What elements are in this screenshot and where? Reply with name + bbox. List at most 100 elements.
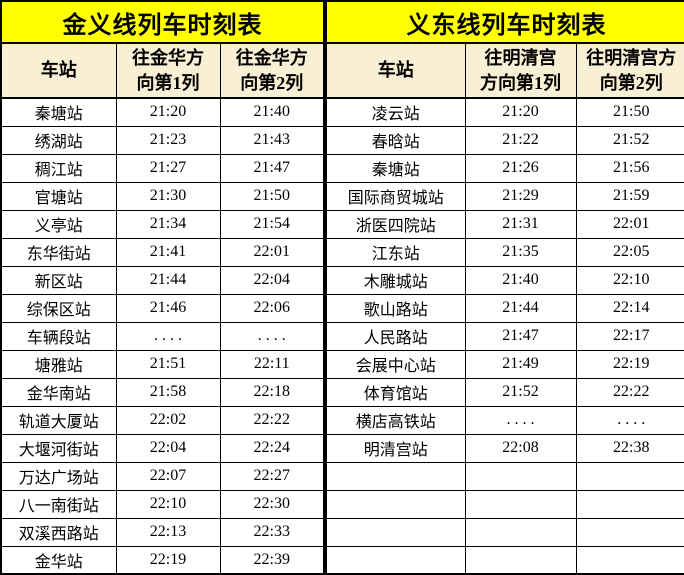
table-row [325, 545, 684, 575]
table-row: 金华站 22:19 22:39 [0, 545, 325, 575]
table-row: 木雕城站 21:40 22:10 [325, 265, 684, 295]
time-cell: 22:19 [115, 545, 221, 575]
yidong-table-body: 凌云站 21:20 21:50 春晗站 21:22 21:52 秦塘站 21:26 21:56 国… [325, 97, 684, 575]
station-cell: 秦塘站 [0, 97, 117, 127]
station-cell: 双溪西路站 [0, 517, 117, 547]
time-cell: 22:07 [115, 461, 221, 491]
table-row: 秦塘站 21:26 21:56 [325, 153, 684, 183]
time-cell: 22:10 [115, 489, 221, 519]
station-cell: 木雕城站 [325, 265, 466, 295]
time-cell: 21:49 [464, 349, 577, 379]
table-row: 横店高铁站. . . .. . . . [325, 405, 684, 435]
station-cell: 歌山路站 [325, 293, 466, 323]
station-cell: 轨道大厦站 [0, 405, 117, 435]
table-row: 综保区站 21:46 22:06 [0, 293, 325, 323]
station-cell: 国际商贸城站 [325, 181, 466, 211]
time-cell: 21:59 [575, 181, 684, 211]
yidong-title-row: 义东线列车时刻表 [325, 0, 684, 44]
column-header-train1: 往明清宫 方向第1列 [464, 42, 577, 99]
station-cell: 塘雅站 [0, 349, 117, 379]
column-header-station: 车站 [325, 42, 466, 99]
station-cell: 新区站 [0, 265, 117, 295]
time-cell [575, 545, 684, 575]
station-cell: 官塘站 [0, 181, 117, 211]
time-cell: 22:17 [575, 321, 684, 351]
table-row: 秦塘站 21:20 21:40 [0, 97, 325, 127]
table-row: 大堰河街站 22:04 22:24 [0, 433, 325, 463]
time-cell: . . . . [219, 321, 325, 351]
table-row: 体育馆站 21:52 22:22 [325, 377, 684, 407]
table-row: 会展中心站 21:49 22:19 [325, 349, 684, 379]
table-row: 凌云站 21:20 21:50 [325, 97, 684, 127]
time-cell: 21:35 [464, 237, 577, 267]
yidong-line-title: 义东线列车时刻表 [325, 0, 684, 44]
table-row: 东华街站 21:41 22:01 [0, 237, 325, 267]
station-cell [325, 517, 466, 547]
time-cell: 22:22 [219, 405, 325, 435]
jinyi-table-body: 秦塘站 21:20 21:40 绣湖站 21:23 21:43 稠江站 21:27 21:47 官… [0, 97, 325, 575]
time-cell: 21:47 [219, 153, 325, 183]
time-cell: 21:56 [575, 153, 684, 183]
column-header-station: 车站 [0, 42, 117, 99]
time-cell: 21:20 [464, 97, 577, 127]
station-cell: 人民路站 [325, 321, 466, 351]
time-cell: 21:54 [219, 209, 325, 239]
time-cell: 22:14 [575, 293, 684, 323]
time-cell: 21:40 [464, 265, 577, 295]
time-cell: 21:20 [115, 97, 221, 127]
time-cell: 21:26 [464, 153, 577, 183]
time-cell: 22:18 [219, 377, 325, 407]
time-cell: 21:46 [115, 293, 221, 323]
yidong-column-header-row: 车站 往明清宫 方向第1列 往明清宫方 向第2列 [325, 42, 684, 99]
time-cell: 22:33 [219, 517, 325, 547]
time-cell: 21:23 [115, 125, 221, 155]
time-cell [464, 489, 577, 519]
table-row: 稠江站 21:27 21:47 [0, 153, 325, 183]
time-cell: 22:06 [219, 293, 325, 323]
time-cell: 22:02 [115, 405, 221, 435]
time-cell: 22:30 [219, 489, 325, 519]
jinyi-line-table: 金义线列车时刻表 车站 往金华方 向第1列 往金华方 向第2列 秦塘站 21:20… [0, 0, 326, 575]
time-cell: . . . . [464, 405, 577, 435]
time-cell: 22:38 [575, 433, 684, 463]
time-cell: 21:51 [115, 349, 221, 379]
station-cell [325, 489, 466, 519]
table-row: 浙医四院站 21:31 22:01 [325, 209, 684, 239]
table-row: 江东站 21:35 22:05 [325, 237, 684, 267]
station-cell: 绣湖站 [0, 125, 117, 155]
time-cell [575, 489, 684, 519]
time-cell: 21:50 [575, 97, 684, 127]
table-row: 车辆段站. . . .. . . . [0, 321, 325, 351]
table-row [325, 489, 684, 519]
time-cell: 22:13 [115, 517, 221, 547]
table-row: 轨道大厦站 22:02 22:22 [0, 405, 325, 435]
time-cell [575, 517, 684, 547]
time-cell: 22:24 [219, 433, 325, 463]
time-cell: 21:34 [115, 209, 221, 239]
time-cell: 21:29 [464, 181, 577, 211]
table-row: 新区站 21:44 22:04 [0, 265, 325, 295]
time-cell: 22:39 [219, 545, 325, 575]
time-cell: 21:58 [115, 377, 221, 407]
table-row: 绣湖站 21:23 21:43 [0, 125, 325, 155]
time-cell: 22:10 [575, 265, 684, 295]
jinyi-line-title: 金义线列车时刻表 [0, 0, 325, 44]
table-row: 春晗站 21:22 21:52 [325, 125, 684, 155]
station-cell: 横店高铁站 [325, 405, 466, 435]
station-cell: 春晗站 [325, 125, 466, 155]
station-cell: 万达广场站 [0, 461, 117, 491]
table-row: 义亭站 21:34 21:54 [0, 209, 325, 239]
time-cell: 21:52 [464, 377, 577, 407]
station-cell: 八一南街站 [0, 489, 117, 519]
time-cell: 21:22 [464, 125, 577, 155]
station-cell: 车辆段站 [0, 321, 117, 351]
table-row: 国际商贸城站 21:29 21:59 [325, 181, 684, 211]
time-cell: 22:22 [575, 377, 684, 407]
time-cell [464, 517, 577, 547]
station-cell: 金华站 [0, 545, 117, 575]
time-cell: . . . . [115, 321, 221, 351]
table-row: 八一南街站 22:10 22:30 [0, 489, 325, 519]
time-cell: 22:04 [115, 433, 221, 463]
station-cell: 秦塘站 [325, 153, 466, 183]
station-cell [325, 461, 466, 491]
